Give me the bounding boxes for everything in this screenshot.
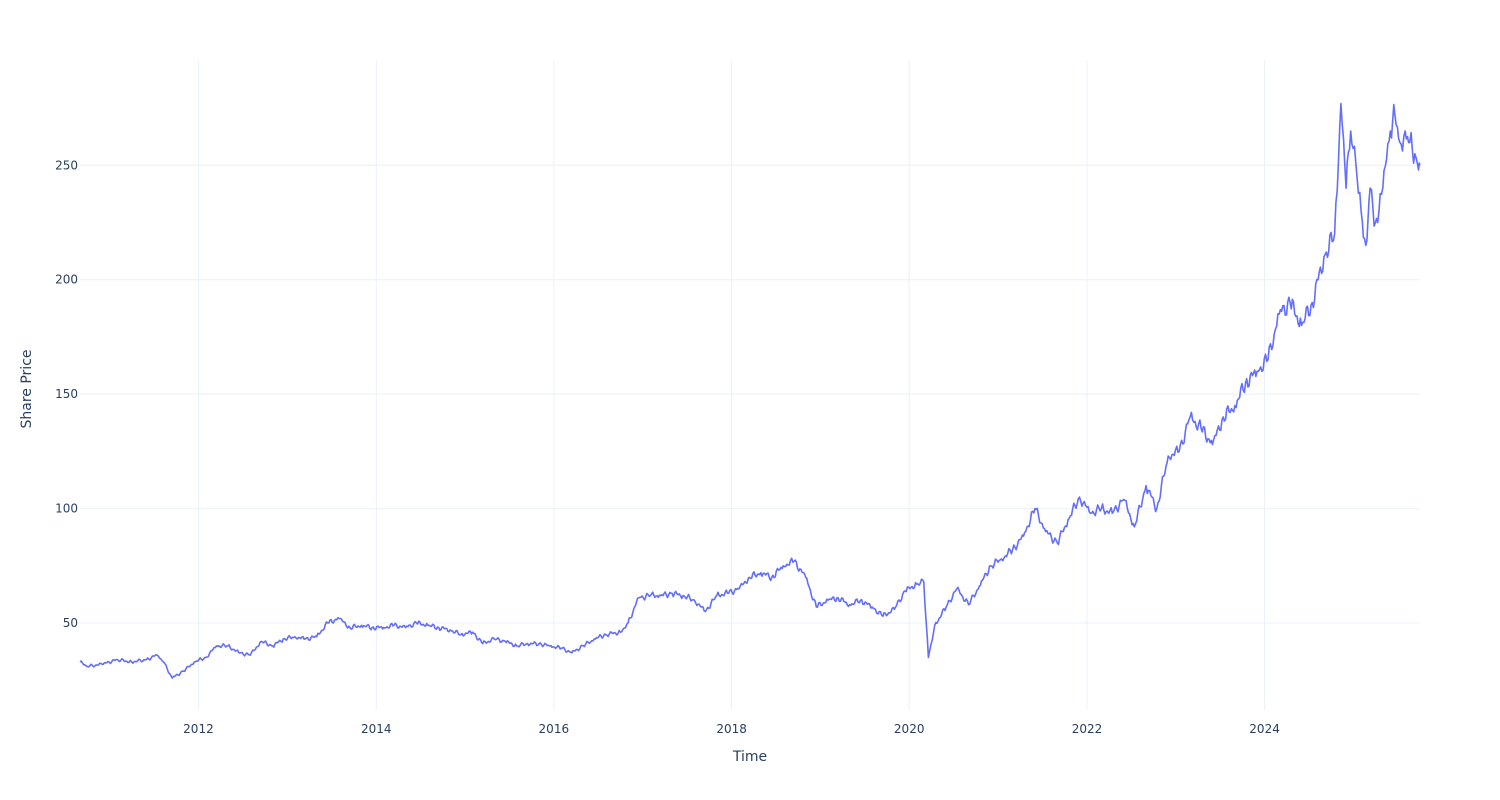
x-tick-label: 2020 bbox=[894, 722, 925, 736]
y-tick-label: 50 bbox=[63, 616, 78, 630]
x-tick-label: 2024 bbox=[1249, 722, 1280, 736]
x-gridlines bbox=[197, 60, 1266, 710]
y-tick-labels: 50 100 150 200 250 bbox=[55, 158, 78, 630]
x-tick-label: 2016 bbox=[539, 722, 570, 736]
price-series-line bbox=[79, 102, 1421, 679]
y-tick-label: 100 bbox=[55, 502, 78, 516]
x-tick-label: 2012 bbox=[183, 722, 214, 736]
x-tick-label: 2022 bbox=[1072, 722, 1103, 736]
y-axis-title: Share Price bbox=[19, 349, 35, 428]
plot-background bbox=[80, 60, 1420, 710]
y-tick-label: 250 bbox=[55, 158, 78, 172]
x-tick-label: 2014 bbox=[361, 722, 392, 736]
x-tick-labels: 2012 2014 2016 2018 2020 2022 2024 bbox=[183, 722, 1280, 736]
y-tick-label: 200 bbox=[55, 273, 78, 287]
y-gridlines bbox=[80, 164, 1420, 624]
series-layer bbox=[79, 102, 1421, 679]
x-axis-title: Time bbox=[732, 749, 767, 765]
x-tick-label: 2018 bbox=[716, 722, 747, 736]
y-tick-label: 150 bbox=[55, 387, 78, 401]
